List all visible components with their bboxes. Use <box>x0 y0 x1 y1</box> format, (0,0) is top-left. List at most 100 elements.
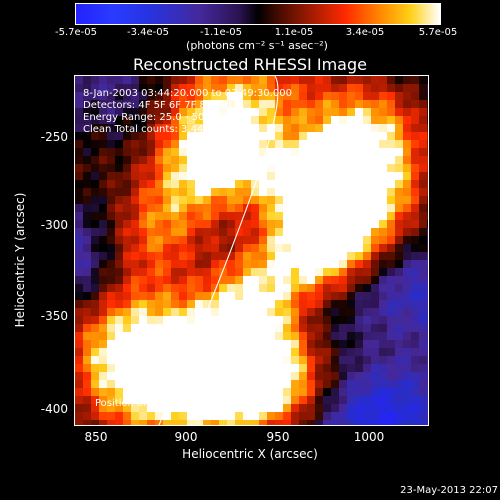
heatmap-cell <box>99 196 107 204</box>
heatmap-cell <box>403 212 411 220</box>
heatmap-cell <box>131 108 139 116</box>
heatmap-cell <box>307 420 315 425</box>
heatmap-cell <box>387 220 395 228</box>
heatmap-cell <box>219 76 227 84</box>
heatmap-cell <box>243 348 251 356</box>
peak-position-label: Position of Peak = [870,-369] <box>95 398 242 409</box>
heatmap-cell <box>395 364 403 372</box>
heatmap-cell <box>147 180 155 188</box>
heatmap-cell <box>171 228 179 236</box>
heatmap-cell <box>99 356 107 364</box>
heatmap-cell <box>291 220 299 228</box>
heatmap-cell <box>243 308 251 316</box>
heatmap-cell <box>147 420 155 425</box>
heatmap-cell <box>107 252 115 260</box>
heatmap-cell <box>259 308 267 316</box>
heatmap-cell <box>243 388 251 396</box>
heatmap-cell <box>171 332 179 340</box>
heatmap-cell <box>339 244 347 252</box>
heatmap-cell <box>251 196 259 204</box>
heatmap-cell <box>179 404 187 412</box>
heatmap-cell <box>299 236 307 244</box>
heatmap-cell <box>155 108 163 116</box>
heatmap-cell <box>219 364 227 372</box>
heatmap-cell <box>299 156 307 164</box>
heatmap-cell <box>363 300 371 308</box>
heatmap-cell <box>307 380 315 388</box>
heatmap-cell <box>163 84 171 92</box>
heatmap-cell <box>339 156 347 164</box>
heatmap-cell <box>171 212 179 220</box>
heatmap-cell <box>307 404 315 412</box>
heatmap-cell <box>123 84 131 92</box>
heatmap-cell <box>419 220 427 228</box>
heatmap-cell <box>91 76 99 84</box>
heatmap-cell <box>371 156 379 164</box>
heatmap-cell <box>299 100 307 108</box>
heatmap-cell <box>203 196 211 204</box>
heatmap-cell <box>379 100 387 108</box>
heatmap-cell <box>259 372 267 380</box>
heatmap-cell <box>267 156 275 164</box>
heatmap-cell <box>331 180 339 188</box>
heatmap-cell <box>123 140 131 148</box>
heatmap-cell <box>283 220 291 228</box>
heatmap-cell <box>187 108 195 116</box>
heatmap-cell <box>315 404 323 412</box>
heatmap-cell <box>195 140 203 148</box>
heatmap-cell <box>307 116 315 124</box>
heatmap-cell <box>315 292 323 300</box>
heatmap-cell <box>363 268 371 276</box>
heatmap-cell <box>283 100 291 108</box>
heatmap-cell <box>323 332 331 340</box>
heatmap-cell <box>419 156 427 164</box>
heatmap-cell <box>395 148 403 156</box>
heatmap-cell <box>323 124 331 132</box>
heatmap-cell <box>347 116 355 124</box>
heatmap-cell <box>411 116 419 124</box>
heatmap-cell <box>107 148 115 156</box>
heatmap-cell <box>355 300 363 308</box>
heatmap-cell <box>243 292 251 300</box>
y-tick-label: -350 <box>40 309 68 323</box>
heatmap-cell <box>195 228 203 236</box>
heatmap-cell <box>187 100 195 108</box>
heatmap-cell <box>355 228 363 236</box>
heatmap-cell <box>259 364 267 372</box>
heatmap-cell <box>115 260 123 268</box>
heatmap-cell <box>419 268 427 276</box>
heatmap-cell <box>411 268 419 276</box>
heatmap-cell <box>355 220 363 228</box>
heatmap-cell <box>123 196 131 204</box>
heatmap-cell <box>419 164 427 172</box>
heatmap-cell <box>155 316 163 324</box>
heatmap-cell <box>187 140 195 148</box>
heatmap-cell <box>251 284 259 292</box>
heatmap-cell <box>307 196 315 204</box>
heatmap-cell <box>355 204 363 212</box>
heatmap-cell <box>307 292 315 300</box>
heatmap-cell <box>91 380 99 388</box>
heatmap-cell <box>243 380 251 388</box>
heatmap-cell <box>403 76 411 84</box>
heatmap-cell <box>99 308 107 316</box>
heatmap-cell <box>411 204 419 212</box>
heatmap-cell <box>123 324 131 332</box>
heatmap-cell <box>411 196 419 204</box>
heatmap-cell <box>99 404 107 412</box>
heatmap-cell <box>299 316 307 324</box>
heatmap-cell <box>155 380 163 388</box>
heatmap-cell <box>419 108 427 116</box>
heatmap-cell <box>139 324 147 332</box>
heatmap-cell <box>91 252 99 260</box>
heatmap-cell <box>155 148 163 156</box>
heatmap-cell <box>179 204 187 212</box>
heatmap-cell <box>291 116 299 124</box>
heatmap-cell <box>355 156 363 164</box>
heatmap-cell <box>419 212 427 220</box>
heatmap-cell <box>147 372 155 380</box>
heatmap-cell <box>99 172 107 180</box>
heatmap-cell <box>363 388 371 396</box>
heatmap-cell <box>299 364 307 372</box>
heatmap-cell <box>235 396 243 404</box>
